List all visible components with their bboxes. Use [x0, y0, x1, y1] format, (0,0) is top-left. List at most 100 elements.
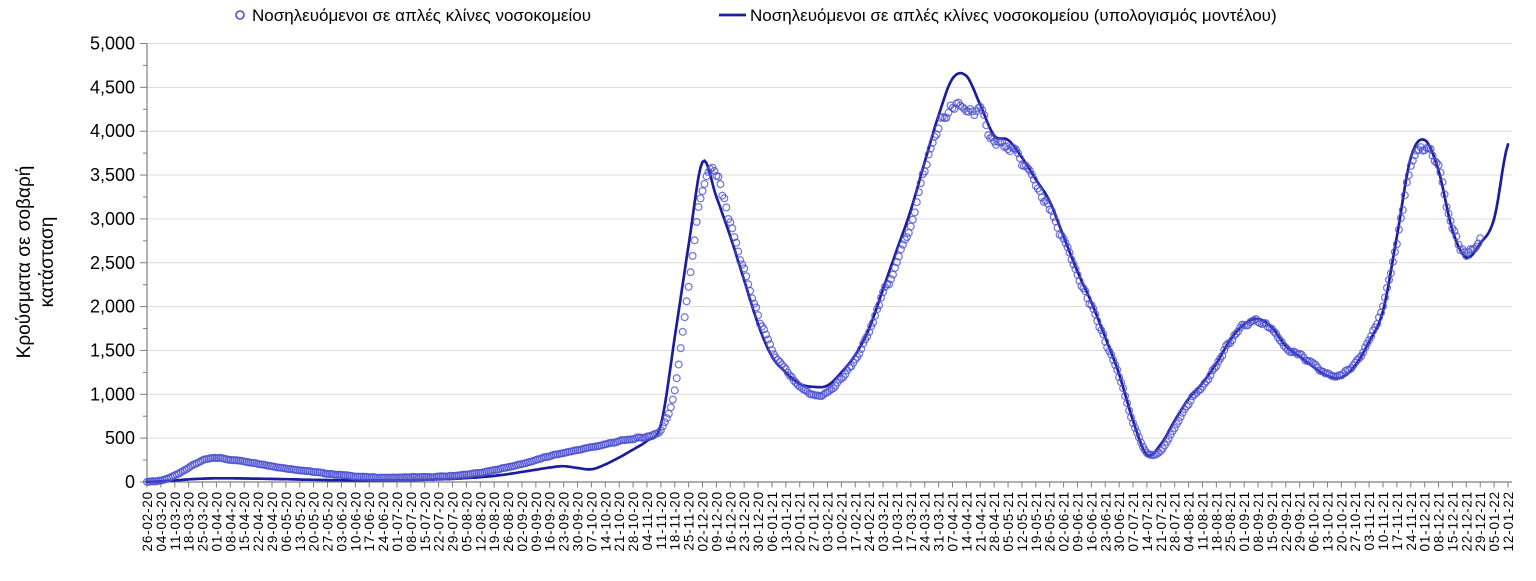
x-tick-label: 26-02-20	[140, 491, 155, 551]
x-tick-label: 29-07-20	[446, 491, 461, 551]
x-tick-label: 17-06-20	[362, 491, 377, 551]
x-tick-label: 09-12-20	[709, 491, 724, 551]
y-tick-label: 0	[125, 472, 135, 492]
x-tick-label: 15-07-20	[418, 491, 433, 551]
x-tick-label: 10-03-21	[890, 491, 905, 551]
y-tick-label: 2,500	[90, 253, 135, 273]
x-tick-label: 23-12-20	[737, 491, 752, 551]
x-tick-label: 22-09-21	[1279, 491, 1294, 551]
x-tick-label: 05-08-20	[459, 491, 474, 551]
x-tick-label: 08-12-21	[1432, 491, 1447, 551]
x-tick-label: 01-12-21	[1418, 491, 1433, 551]
x-tick-label: 23-09-20	[557, 491, 572, 551]
x-tick-label: 18-11-20	[668, 491, 683, 550]
x-tick-label: 24-02-21	[862, 491, 877, 551]
x-tick-label: 18-03-20	[182, 491, 197, 551]
x-tick-label: 06-10-21	[1307, 491, 1322, 551]
x-tick-label: 30-12-20	[751, 491, 766, 551]
y-axis-title-line1: Κρούσματα σε σοβαρή	[14, 166, 35, 359]
x-tick-label: 30-06-21	[1112, 491, 1127, 551]
x-tick-label: 02-09-20	[515, 491, 530, 551]
y-gridlines	[147, 43, 1512, 439]
x-tick-label: 29-12-21	[1473, 491, 1488, 551]
x-tick-label: 14-10-20	[598, 491, 613, 551]
x-tick-label: 08-04-20	[223, 491, 238, 551]
observed-scatter-series	[142, 98, 1485, 487]
x-tick-label: 01-04-20	[209, 491, 224, 551]
x-tick-label: 01-09-21	[1237, 491, 1252, 551]
x-tick-label: 20-10-21	[1334, 491, 1349, 551]
x-tick-label: 27-05-20	[321, 491, 336, 551]
model-line-series	[145, 71, 1510, 484]
y-tick-label: 2,000	[90, 297, 135, 317]
x-tick-label: 07-07-21	[1126, 491, 1141, 551]
x-tick-label: 11-03-20	[168, 491, 183, 550]
x-tick-label: 14-04-21	[959, 491, 974, 551]
x-tick-label: 13-10-21	[1320, 491, 1335, 551]
x-tick-label: 22-04-20	[251, 491, 266, 551]
x-tick-labels: 26-02-2004-03-2011-03-2018-03-2025-03-20…	[140, 491, 1516, 551]
x-tick-label: 18-08-21	[1209, 491, 1224, 551]
x-tick-label: 08-09-21	[1251, 491, 1266, 551]
y-axis-title-line2: κατάσταση	[37, 217, 58, 308]
x-tick-label: 02-12-20	[696, 491, 711, 551]
x-tick-label: 28-07-21	[1168, 491, 1183, 551]
x-tick-label: 02-06-21	[1057, 491, 1072, 551]
x-tick-label: 09-06-21	[1070, 491, 1085, 551]
x-tick-label: 04-03-20	[154, 491, 169, 551]
x-tick-label: 17-03-21	[904, 491, 919, 551]
x-tick-label: 14-07-21	[1140, 491, 1155, 551]
x-tick-label: 03-11-21	[1362, 491, 1377, 550]
x-tick-label: 28-04-21	[987, 491, 1002, 551]
x-tick-label: 15-09-21	[1265, 491, 1280, 551]
x-tick-label: 24-06-20	[376, 491, 391, 551]
x-tick-label: 19-08-20	[487, 491, 502, 551]
plot-area: 0 500 1,000 1,500 2,000 2,500 3,000 3,500 4,000 4…	[90, 34, 1516, 552]
x-tick-label: 17-11-21	[1390, 491, 1405, 550]
y-tick-label: 1,000	[90, 384, 135, 404]
x-tick-label: 26-05-21	[1043, 491, 1058, 551]
x-tick-label: 22-12-21	[1459, 491, 1474, 551]
x-tick-label: 20-05-20	[307, 491, 322, 551]
x-tick-label: 16-06-21	[1084, 491, 1099, 551]
x-tick-label: 10-06-20	[348, 491, 363, 551]
x-tick-label: 03-06-20	[334, 491, 349, 551]
x-tick-label: 17-02-21	[848, 491, 863, 551]
x-tick-label: 24-03-21	[918, 491, 933, 551]
x-tick-label: 20-01-21	[793, 491, 808, 551]
x-tick-label: 06-01-21	[765, 491, 780, 551]
y-tick-label: 3,000	[90, 209, 135, 229]
x-tick-label: 23-06-21	[1098, 491, 1113, 551]
x-tick-label: 15-04-20	[237, 491, 252, 551]
x-tick-label: 29-09-21	[1293, 491, 1308, 551]
x-tick-label: 24-11-21	[1404, 491, 1419, 550]
x-tick-label: 29-04-20	[265, 491, 280, 551]
x-tick-label: 05-05-21	[1001, 491, 1016, 551]
x-tick-label: 25-08-21	[1223, 491, 1238, 551]
x-tick-label: 13-05-20	[293, 491, 308, 551]
x-tick-label: 08-07-20	[404, 491, 419, 551]
x-tick-label: 26-08-20	[501, 491, 516, 551]
x-tick-label: 16-09-20	[543, 491, 558, 551]
y-tick-label: 4,000	[90, 121, 135, 141]
x-tick-label: 25-03-20	[196, 491, 211, 551]
x-tick-label: 04-08-21	[1182, 491, 1197, 551]
x-tick-label: 22-07-20	[432, 491, 447, 551]
x-tick-label: 03-02-21	[821, 491, 836, 551]
x-tick-label: 07-04-21	[945, 491, 960, 551]
x-tick-label: 12-05-21	[1015, 491, 1030, 551]
y-tick-label: 3,500	[90, 165, 135, 185]
x-tick-label: 27-01-21	[807, 491, 822, 551]
x-tick-label: 25-11-20	[682, 491, 697, 550]
y-tick-label: 4,500	[90, 77, 135, 97]
y-tick-label: 5,000	[90, 34, 135, 54]
x-tick-label: 03-03-21	[876, 491, 891, 551]
x-tick-label: 09-09-20	[529, 491, 544, 551]
x-tick-label: 06-05-20	[279, 491, 294, 551]
x-tick-label: 31-03-21	[932, 491, 947, 551]
x-axis-ticks	[146, 482, 1509, 488]
x-tick-label: 12-08-20	[473, 491, 488, 551]
y-tick-labels: 0 500 1,000 1,500 2,000 2,500 3,000 3,500 4,000 4…	[90, 34, 135, 493]
